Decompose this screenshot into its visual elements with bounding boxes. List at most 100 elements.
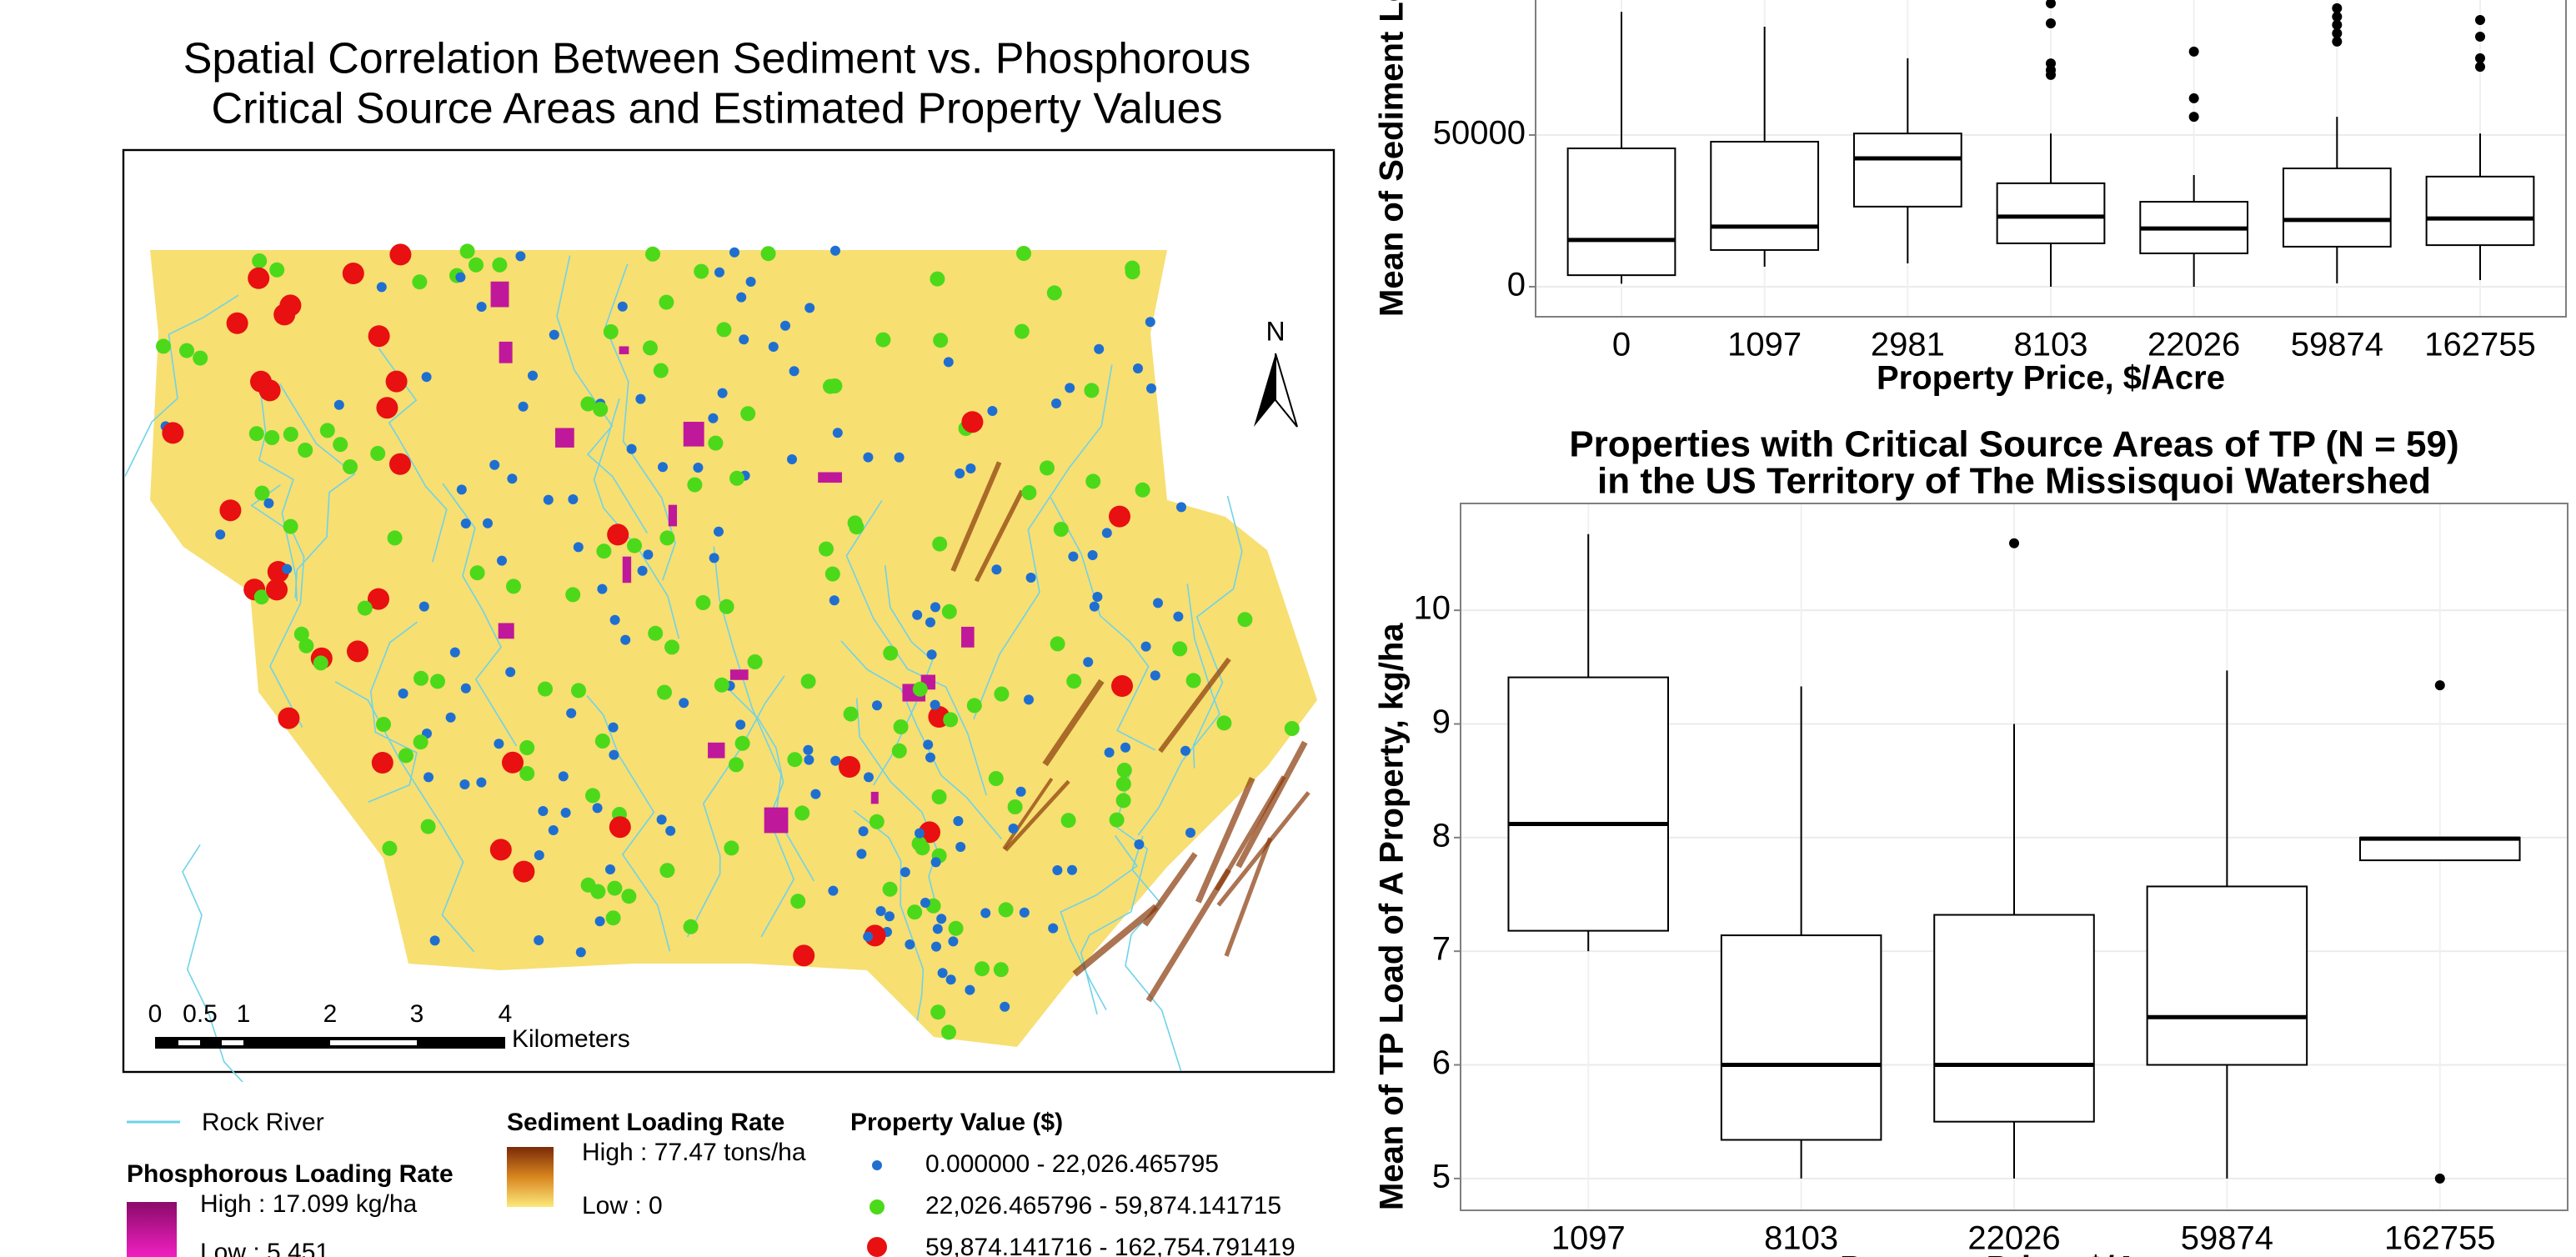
property-point — [347, 640, 368, 663]
property-point — [734, 735, 750, 751]
property-point — [592, 803, 603, 814]
map-title: Critical Source Areas and Estimated Prop… — [212, 85, 1223, 133]
property-point — [594, 916, 605, 927]
property-point — [538, 806, 549, 816]
outlier — [2332, 12, 2343, 23]
scale-label: 4 — [499, 1000, 513, 1028]
property-point — [278, 707, 300, 729]
property-point — [659, 863, 675, 879]
box — [1852, 133, 1962, 208]
property-point — [248, 267, 270, 289]
property-point — [800, 674, 816, 689]
property-point — [793, 944, 815, 967]
river — [368, 621, 418, 803]
legend-label: Low : 0 — [582, 1192, 663, 1219]
river — [556, 255, 649, 534]
property-point — [283, 427, 298, 442]
property-point — [708, 413, 719, 423]
property-swatch — [870, 1199, 885, 1214]
property-point — [459, 243, 475, 259]
property-point — [253, 589, 269, 605]
property-point — [653, 363, 669, 378]
outlier — [2332, 19, 2343, 30]
river — [378, 348, 448, 563]
property-point — [608, 722, 619, 733]
property-point — [597, 583, 608, 594]
property-point — [412, 274, 428, 290]
property-point — [858, 826, 869, 837]
property-point — [1120, 742, 1130, 753]
outlier — [2332, 36, 2343, 47]
box — [2359, 836, 2521, 862]
property-point — [254, 485, 270, 501]
x-axis-title: Property Price, $/Acre — [1877, 360, 2225, 397]
property-point — [926, 649, 937, 660]
property-point — [915, 828, 925, 839]
property-point — [333, 437, 348, 453]
property-point — [1109, 812, 1125, 828]
property-point — [998, 902, 1014, 918]
property-point — [645, 246, 660, 262]
property-point — [729, 470, 744, 486]
ridge — [1004, 779, 1070, 852]
ridge — [1042, 679, 1105, 767]
property-point — [1051, 398, 1061, 408]
property-point — [787, 454, 797, 464]
phosphorous-patch — [870, 791, 879, 804]
legend-label: 0.000000 - 22,026.465795 — [925, 1150, 1219, 1178]
property-point — [736, 292, 747, 303]
phosphorous-patch — [622, 556, 632, 583]
property-point — [1116, 763, 1132, 778]
property-point — [519, 740, 535, 755]
property-point — [627, 538, 642, 553]
property-point — [603, 324, 619, 339]
property-point — [745, 277, 756, 287]
property-point — [456, 484, 467, 495]
property-point — [543, 494, 554, 505]
north-label: N — [1265, 316, 1285, 346]
property-point — [912, 609, 923, 620]
property-point — [875, 906, 886, 916]
outlier — [2009, 538, 2019, 548]
scale-segment — [178, 1040, 200, 1045]
legend-label: Rock River — [202, 1109, 324, 1136]
phosphorous-patch — [729, 669, 749, 680]
property-point — [266, 578, 288, 601]
property-point — [864, 772, 874, 783]
property-point — [1101, 528, 1112, 538]
property-point — [729, 247, 739, 258]
property-point — [594, 734, 610, 749]
river — [873, 565, 934, 786]
property-point — [376, 397, 398, 419]
property-point — [534, 935, 544, 945]
property-point — [585, 788, 600, 804]
property-point — [1092, 592, 1103, 602]
property-point — [932, 924, 943, 934]
x-tick-label: 22026 — [2148, 327, 2240, 363]
property-point — [156, 338, 171, 354]
property-point — [1237, 612, 1253, 628]
property-point — [1111, 675, 1133, 697]
property-point — [430, 674, 445, 689]
property-point — [819, 541, 834, 557]
property-point — [607, 523, 629, 546]
outlier — [2332, 28, 2343, 39]
x-tick-label: 22026 — [1967, 1220, 2060, 1257]
property-swatch — [867, 1237, 887, 1257]
river — [840, 640, 1003, 840]
property-point — [1008, 824, 1019, 834]
property-point — [264, 430, 280, 445]
property-point — [370, 446, 386, 461]
legend-label: Low : 5.451 — [200, 1239, 329, 1257]
property-point — [1065, 383, 1075, 393]
property-point — [252, 253, 268, 268]
property-point — [1016, 246, 1031, 261]
river — [721, 682, 795, 938]
property-point — [987, 406, 998, 416]
property-point — [1085, 473, 1101, 489]
property-point — [930, 1004, 946, 1020]
property-point — [869, 814, 885, 829]
property-point — [534, 850, 544, 860]
property-point — [882, 881, 898, 897]
property-point — [824, 566, 840, 582]
